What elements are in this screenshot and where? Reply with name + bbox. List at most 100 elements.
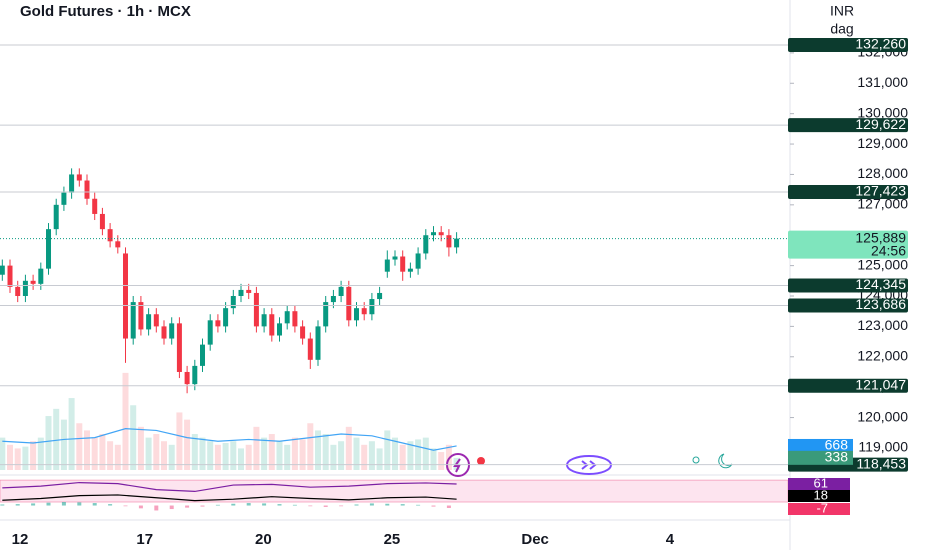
candle-body: [361, 308, 367, 315]
volume-bar: [330, 444, 337, 470]
level-label: 124,345: [855, 276, 906, 292]
histogram-bar: [339, 505, 344, 507]
candle-body: [284, 311, 290, 324]
histogram-bar: [46, 502, 51, 506]
histogram-bar: [92, 503, 97, 506]
candle-body: [377, 292, 383, 300]
y-tick-label: 119,000: [858, 439, 908, 455]
volume-bar: [284, 444, 291, 470]
volume-ma-box: [788, 438, 853, 453]
candle-body: [454, 238, 460, 248]
histogram-bar: [323, 505, 328, 507]
histogram-bar: [77, 502, 82, 506]
x-tick-label: Dec: [521, 531, 549, 548]
candle-body: [407, 268, 413, 272]
volume-bar: [276, 441, 283, 470]
volume-bar: [184, 419, 191, 470]
histogram-bar: [108, 504, 113, 506]
countdown: 24:56: [871, 242, 906, 258]
volume-bar: [130, 405, 137, 470]
level-label: 121,047: [855, 376, 906, 392]
volume-bar: [422, 437, 429, 470]
oscillator-value-label: 61: [814, 475, 828, 490]
volume-bar: [30, 441, 37, 470]
histogram-bar: [31, 503, 36, 506]
candle-body: [223, 308, 229, 327]
candle-body: [200, 344, 206, 366]
candle-body: [107, 229, 113, 242]
level-label-box: [788, 118, 908, 133]
candle-body: [146, 314, 152, 330]
oscillator-value-box: [788, 490, 850, 502]
candle-body: [169, 323, 175, 339]
symbol-title: Gold Futures · 1h · MCX: [20, 3, 191, 20]
level-label-box: [788, 298, 908, 313]
volume-bar: [122, 372, 129, 470]
candle-body: [415, 253, 421, 269]
histogram-bar: [15, 504, 20, 506]
candle-body: [30, 280, 36, 284]
candle-body: [338, 286, 344, 297]
volume-bar: [322, 434, 329, 470]
candle-body: [207, 320, 213, 345]
candle-body: [61, 192, 67, 205]
candle-body: [323, 302, 329, 327]
candle-body: [354, 308, 360, 321]
moon-icon[interactable]: [718, 453, 733, 469]
candle-body: [315, 326, 321, 360]
plot-area: [0, 168, 460, 470]
candle-body: [46, 229, 52, 269]
candle-body: [300, 326, 306, 339]
histogram-bar: [431, 505, 436, 507]
volume-ma-label: 668: [825, 437, 849, 453]
last-price-box: [788, 230, 908, 259]
last-price-label: 125,889: [855, 229, 906, 245]
histogram-bar: [61, 502, 66, 506]
candle-body: [69, 174, 75, 193]
histogram-bar: [200, 505, 205, 507]
candle-body: [15, 286, 21, 297]
volume-box: [788, 450, 853, 465]
candle-body: [0, 265, 5, 275]
volume-bar: [245, 444, 252, 470]
sun-icon[interactable]: [692, 456, 700, 464]
oscillator-value-box: [788, 478, 850, 490]
y-tick-label: 125,000: [857, 256, 908, 272]
volume-label: 338: [825, 449, 849, 465]
histogram-bar: [277, 504, 282, 506]
histogram-bar: [231, 503, 236, 506]
candle-body: [215, 320, 221, 327]
volume-bar: [291, 437, 298, 470]
volume-bar: [137, 426, 144, 470]
volume-bar: [14, 448, 21, 470]
volume-bar: [261, 437, 268, 470]
candle-body: [277, 323, 283, 336]
level-label-box: [788, 378, 908, 393]
histogram-bar: [185, 505, 190, 508]
level-label-box: [788, 184, 908, 199]
histogram-bar: [446, 505, 451, 508]
histogram-bar: [138, 505, 143, 509]
candle-body: [292, 311, 298, 327]
volume-bar: [53, 408, 60, 470]
y-tick-label: 123,000: [857, 317, 908, 333]
histogram-bar: [385, 503, 390, 506]
volume-bar: [91, 437, 98, 470]
volume-bar: [68, 398, 75, 470]
level-label: 129,622: [855, 116, 906, 132]
level-label: 132,260: [855, 36, 906, 52]
volume-bar: [0, 437, 6, 470]
level-label: 127,423: [855, 183, 906, 199]
histogram-bar: [169, 505, 174, 510]
volume-bar: [230, 441, 237, 470]
oscillator-value-label: 18: [814, 487, 828, 502]
candle-body: [130, 302, 136, 339]
candle-body: [153, 314, 159, 327]
volume-bar: [384, 430, 391, 470]
candle-body: [269, 314, 275, 336]
candle-body: [230, 296, 236, 309]
volume-bar: [338, 441, 345, 470]
candle-body: [400, 256, 406, 272]
histogram-bar: [416, 504, 421, 506]
candle-body: [330, 296, 336, 303]
